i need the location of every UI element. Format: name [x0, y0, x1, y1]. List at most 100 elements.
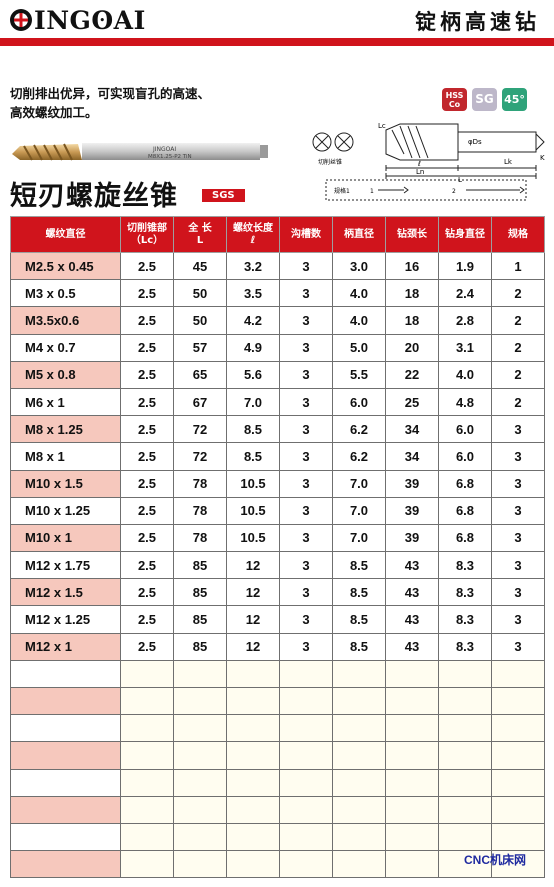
table-cell: 20 [385, 333, 439, 362]
table-cell: 2.5 [120, 523, 174, 553]
table-cell: 7.0 [332, 523, 386, 553]
table-cell: 3 [491, 605, 545, 634]
empty-cell [279, 850, 333, 879]
table-cell: 3 [279, 551, 333, 580]
table-cell: 3 [491, 632, 545, 661]
table-row: M10 x 1.25 2.5 78 10.5 3 7.0 39 6.8 3 [10, 496, 545, 525]
table-cell: 39 [385, 496, 439, 525]
tap-product-photo: JINGOAI M8X1.25-P2 TiN [12, 143, 268, 161]
column-header-line-1: 钻身直径 [445, 228, 485, 240]
table-cell: 8.5 [226, 442, 280, 471]
table-cell: 10.5 [226, 523, 280, 553]
column-header-line-2: L [196, 234, 204, 246]
empty-cell [279, 741, 333, 770]
thread-size-cell: M10 x 1.5 [10, 469, 121, 498]
document-title: 锭柄高速钻 [415, 10, 540, 34]
table-cell: 3 [491, 496, 545, 525]
table-cell: 8.3 [438, 578, 492, 607]
thread-size-cell: M2.5 x 0.45 [10, 251, 121, 281]
table-cell: 4.0 [332, 306, 386, 335]
table-cell: 8.5 [332, 632, 386, 661]
table-cell: 3.5 [226, 279, 280, 308]
table-cell: 18 [385, 279, 439, 308]
empty-cell [120, 768, 174, 797]
dim-lk: Lk [504, 158, 513, 166]
table-cell: 65 [173, 360, 227, 389]
empty-cell [438, 741, 492, 770]
empty-cell [226, 714, 280, 743]
empty-cell [438, 822, 492, 852]
table-cell: 2.5 [120, 442, 174, 471]
brand-logo: INGʘAI [8, 6, 146, 35]
empty-cell [120, 741, 174, 770]
table-cell: 43 [385, 551, 439, 580]
empty-cell [226, 686, 280, 716]
column-header: 规格 [491, 216, 545, 253]
table-cell: 78 [173, 469, 227, 498]
table-cell: 3 [491, 415, 545, 444]
table-cell: 85 [173, 551, 227, 580]
product-name: 短刃螺旋丝锥 [10, 181, 178, 212]
empty-cell [385, 741, 439, 770]
table-row: M6 x 1 2.5 67 7.0 3 6.0 25 4.8 2 [10, 387, 545, 417]
table-cell: 85 [173, 578, 227, 607]
thread-size-cell: M10 x 1 [10, 523, 121, 553]
dim-ell: ℓ [417, 160, 421, 168]
table-cell: 8.5 [226, 415, 280, 444]
legend-2-label: 2 [452, 188, 456, 195]
table-cell: 2.5 [120, 279, 174, 308]
table-cell: 3 [279, 496, 333, 525]
tap-brand-marking: JINGOAI [152, 146, 176, 153]
column-header-line-2: ℓ [250, 234, 256, 246]
empty-cell [491, 768, 545, 797]
table-cell: 50 [173, 279, 227, 308]
empty-cell [10, 714, 121, 743]
table-cell: 2 [491, 333, 545, 362]
table-cell: 6.0 [332, 387, 386, 417]
table-cell: 43 [385, 605, 439, 634]
column-header-line-1: 沟槽数 [291, 228, 321, 240]
table-cell: 6.8 [438, 496, 492, 525]
empty-cell [173, 795, 227, 824]
dim-l: L [458, 176, 462, 184]
empty-cell [226, 822, 280, 852]
empty-cell [332, 714, 386, 743]
table-cell: 10.5 [226, 496, 280, 525]
table-row: M8 x 1 2.5 72 8.5 3 6.2 34 6.0 3 [10, 442, 545, 471]
thread-size-cell: M12 x 1.5 [10, 578, 121, 607]
table-cell: 85 [173, 632, 227, 661]
table-body: M2.5 x 0.45 2.5 45 3.2 3 3.0 16 1.9 1 M3 x 0.5 2.5… [10, 251, 545, 879]
table-cell: 3 [279, 251, 333, 281]
empty-cell [10, 822, 121, 852]
empty-table-row [10, 822, 545, 852]
table-cell: 67 [173, 387, 227, 417]
empty-cell [279, 714, 333, 743]
table-cell: 78 [173, 523, 227, 553]
empty-cell [120, 795, 174, 824]
empty-table-row [10, 686, 545, 716]
thread-size-cell: M4 x 0.7 [10, 333, 121, 362]
column-header-line-2: （Lc） [130, 234, 164, 246]
table-cell: 39 [385, 469, 439, 498]
empty-cell [173, 714, 227, 743]
empty-cell [385, 714, 439, 743]
column-header: 切削锥部 （Lc） [120, 216, 174, 253]
empty-cell [491, 741, 545, 770]
column-header-line-1: 全 长 [188, 222, 212, 234]
empty-cell [120, 822, 174, 852]
dim-ds: φDs [468, 138, 482, 146]
table-cell: 25 [385, 387, 439, 417]
empty-table-row [10, 768, 545, 797]
empty-cell [173, 686, 227, 716]
spec-table-container: 螺纹直径 切削锥部 （Lc）全 长 L 螺纹长度 ℓ 沟槽数 柄直径 钻颈长 钻身直径 规格 M2.… [10, 216, 545, 879]
table-header-row: 螺纹直径 切削锥部 （Lc）全 长 L 螺纹长度 ℓ 沟槽数 柄直径 钻颈长 钻身直径 规格 [10, 216, 545, 253]
header: INGʘAI 锭柄高速钻 [0, 0, 554, 48]
table-cell: 3.2 [226, 251, 280, 281]
table-cell: 2.5 [120, 632, 174, 661]
table-row: M10 x 1 2.5 78 10.5 3 7.0 39 6.8 3 [10, 523, 545, 553]
column-header: 钻颈长 [385, 216, 439, 253]
table-cell: 43 [385, 632, 439, 661]
empty-cell [279, 686, 333, 716]
dim-k: K [540, 154, 545, 162]
table-cell: 4.0 [438, 360, 492, 389]
